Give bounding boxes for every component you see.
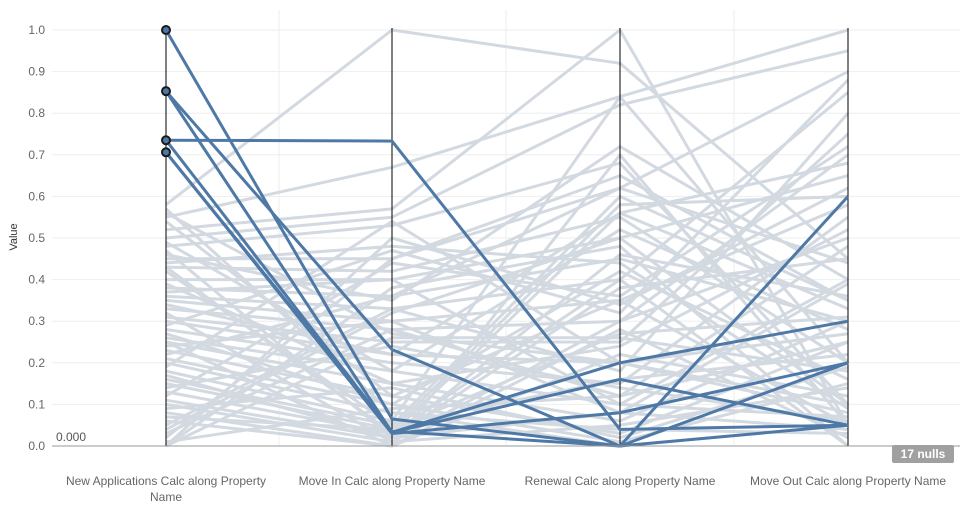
y-tick-label: 0.3 bbox=[28, 314, 45, 328]
y-tick-label: 0.1 bbox=[28, 397, 45, 411]
nulls-badge-background bbox=[892, 445, 954, 463]
background-series-line bbox=[165, 194, 849, 427]
background-series-line bbox=[165, 145, 849, 302]
background-series-line bbox=[165, 91, 849, 311]
nulls-badge-label[interactable]: 17 nulls bbox=[901, 447, 946, 461]
background-series-line bbox=[165, 315, 849, 431]
y-tick-label: 0.4 bbox=[28, 273, 45, 287]
background-series-line bbox=[165, 186, 849, 356]
background-series-line bbox=[165, 161, 850, 406]
reference-line-label: 0.000 bbox=[56, 430, 86, 444]
background-series-line bbox=[165, 215, 849, 386]
background-series-line bbox=[165, 153, 850, 448]
background-series-line bbox=[165, 244, 849, 410]
y-tick-label: 0.7 bbox=[28, 148, 45, 162]
selected-point[interactable] bbox=[161, 135, 171, 146]
y-tick-label: 0.5 bbox=[28, 231, 45, 245]
background-series-line bbox=[165, 249, 849, 440]
y-tick-label: 0.6 bbox=[28, 189, 45, 203]
highlighted-series-lines bbox=[164, 29, 850, 448]
background-series-lines bbox=[164, 28, 850, 448]
selected-point[interactable] bbox=[161, 86, 171, 97]
highlighted-points bbox=[161, 25, 171, 158]
y-axis-ticks: 0.0 0.1 0.2 0.3 0.4 0.5 0.6 0.7 0.8 0.9 1.0 bbox=[28, 23, 45, 453]
highlighted-series-line[interactable] bbox=[164, 29, 850, 448]
background-series-line bbox=[165, 28, 849, 219]
selected-point[interactable] bbox=[161, 25, 171, 35]
y-tick-label: 0.9 bbox=[28, 65, 45, 79]
category-axes bbox=[165, 28, 849, 446]
selected-point[interactable] bbox=[161, 147, 171, 158]
background-series-line bbox=[165, 28, 849, 260]
background-series-line bbox=[165, 328, 849, 448]
highlighted-series-line[interactable] bbox=[164, 90, 849, 434]
y-tick-label: 0.2 bbox=[28, 356, 45, 370]
background-series-line bbox=[165, 253, 849, 440]
category-label: Move In Calc along Property Name bbox=[299, 474, 486, 488]
category-label: Move Out Calc along Property Name bbox=[750, 474, 946, 488]
background-series-line bbox=[165, 161, 849, 435]
category-labels: New Applications Calc along Property Name… bbox=[66, 474, 946, 504]
highlighted-series-line[interactable] bbox=[165, 138, 849, 431]
category-label: New Applications Calc along Property Name bbox=[66, 474, 266, 504]
highlighted-series-line[interactable] bbox=[164, 151, 849, 448]
background-series-line bbox=[164, 186, 849, 448]
y-axis-label: Value bbox=[8, 223, 20, 250]
background-series-line bbox=[165, 328, 849, 435]
background-series-line bbox=[165, 353, 849, 448]
y-tick-label: 0.0 bbox=[28, 439, 45, 453]
highlighted-series-line[interactable] bbox=[164, 139, 849, 434]
background-series-line bbox=[165, 278, 849, 448]
background-series-line bbox=[164, 207, 849, 435]
background-series-line bbox=[165, 145, 849, 398]
nulls-indicator[interactable]: 17 nulls bbox=[892, 445, 954, 463]
category-label: Renewal Calc along Property Name bbox=[525, 474, 716, 488]
background-series-line bbox=[165, 49, 849, 240]
background-series-line bbox=[165, 95, 850, 423]
y-tick-label: 1.0 bbox=[28, 23, 45, 37]
y-tick-label: 0.8 bbox=[28, 106, 45, 120]
